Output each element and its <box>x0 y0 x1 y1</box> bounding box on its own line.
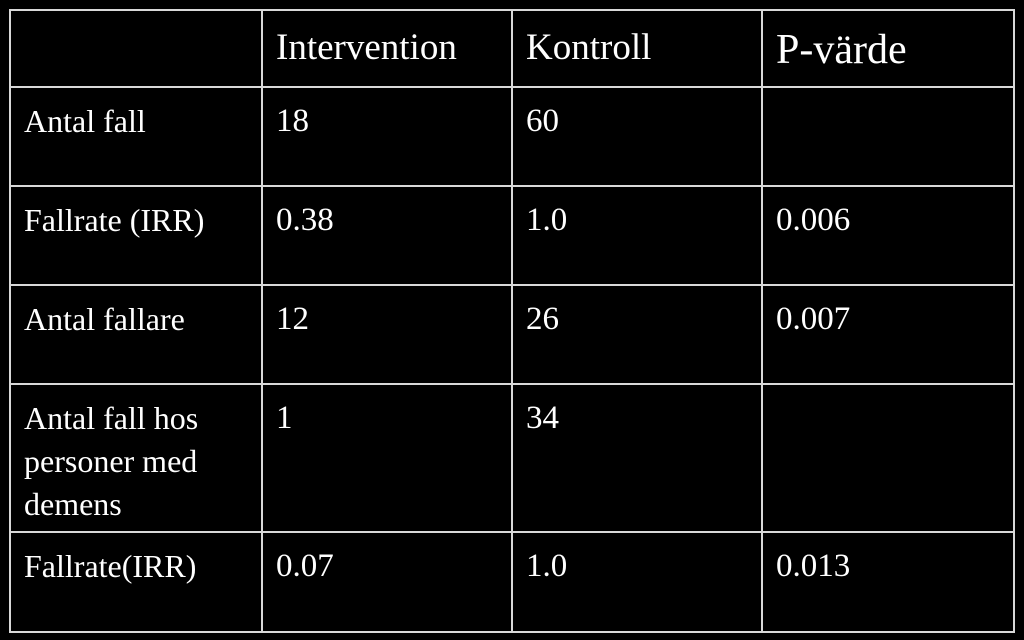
table-cell: 0.013 <box>761 531 1015 633</box>
table-row: Antal fallare 12 26 0.007 <box>9 284 1015 385</box>
empty-cell <box>761 86 1015 187</box>
table-row: Antal fall hos personer med demens 1 34 <box>9 383 1015 533</box>
table-row: Fallrate(IRR) 0.07 1.0 0.013 <box>9 531 1015 633</box>
table-row: Fallrate (IRR) 0.38 1.0 0.006 <box>9 185 1015 286</box>
table-cell: P-värde <box>761 9 1015 88</box>
table-cell: 26 <box>511 284 763 385</box>
table-cell: Antal fallare <box>9 284 263 385</box>
empty-cell <box>761 383 1015 533</box>
table-cell: 34 <box>511 383 763 533</box>
table-cell: 18 <box>261 86 513 187</box>
table-cell: 1 <box>261 383 513 533</box>
table-cell: Antal fall hos personer med demens <box>9 383 263 533</box>
table-cell: 60 <box>511 86 763 187</box>
table-cell: Intervention <box>261 9 513 88</box>
table-cell: 0.38 <box>261 185 513 286</box>
table-cell: 1.0 <box>511 185 763 286</box>
table-cell: 0.006 <box>761 185 1015 286</box>
empty-cell <box>9 9 263 88</box>
results-table: Intervention Kontroll P-värde Antal fall 18 6… <box>9 9 1015 633</box>
table-row: Antal fall 18 60 <box>9 86 1015 187</box>
table-cell: Kontroll <box>511 9 763 88</box>
table-cell: 0.007 <box>761 284 1015 385</box>
table-cell: Antal fall <box>9 86 263 187</box>
table-cell: Fallrate(IRR) <box>9 531 263 633</box>
table-cell: Fallrate (IRR) <box>9 185 263 286</box>
header-row: Intervention Kontroll P-värde <box>9 9 1015 88</box>
table-cell: 12 <box>261 284 513 385</box>
table-cell: 0.07 <box>261 531 513 633</box>
table-body: Intervention Kontroll P-värde Antal fall 18 6… <box>9 9 1015 633</box>
table-cell: 1.0 <box>511 531 763 633</box>
